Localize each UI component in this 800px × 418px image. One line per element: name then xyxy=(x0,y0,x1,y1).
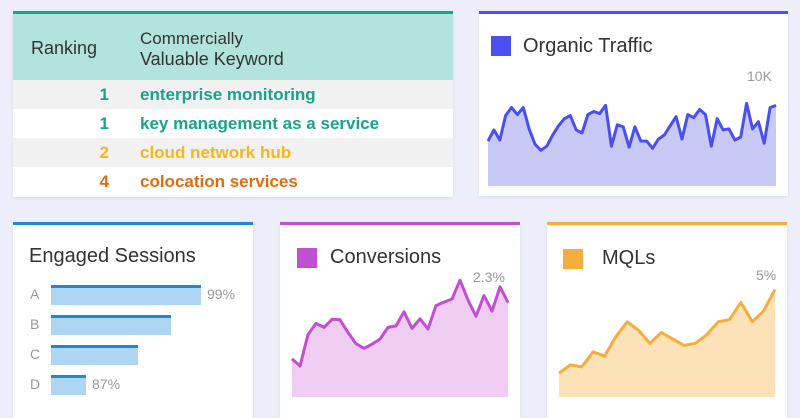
keyword-ranking-card: Ranking Commercially Valuable Keyword 1 e… xyxy=(13,11,453,197)
keyword-rank: 4 xyxy=(99,172,109,191)
organic-traffic-series-line xyxy=(486,101,777,152)
keyword-column-header: Commercially Valuable Keyword xyxy=(140,28,380,70)
organic-traffic-chart xyxy=(486,101,777,186)
conversions-series-area xyxy=(292,280,508,397)
mqls-series-line xyxy=(558,288,777,375)
mqls-card: MQLs 5% xyxy=(547,222,787,418)
bar-value-label: 99% xyxy=(207,286,236,302)
conversions-chart xyxy=(291,278,510,397)
bar-category-label: D xyxy=(30,376,41,392)
organic-traffic-series-area xyxy=(488,103,776,186)
mqls-chart xyxy=(558,288,777,397)
session-bar xyxy=(51,345,138,365)
table-row: 1 key management as a service xyxy=(13,109,453,138)
conversions-series-line xyxy=(291,278,510,368)
keyword-text: cloud network hub xyxy=(140,143,292,162)
keyword-rank: 1 xyxy=(99,85,109,104)
engaged-sessions-card: Engaged Sessions A 99% B C D 87% xyxy=(13,222,253,418)
keyword-rank: 1 xyxy=(99,114,109,133)
table-row: 4 colocation services xyxy=(13,167,453,196)
organic-traffic-title: Organic Traffic xyxy=(523,35,653,57)
session-bar xyxy=(51,285,201,305)
bar-category-label: A xyxy=(30,286,40,302)
engaged-sessions-title: Engaged Sessions xyxy=(29,245,196,267)
table-row: 2 cloud network hub xyxy=(13,138,453,167)
session-bar xyxy=(51,315,171,335)
bar-value-label: 87% xyxy=(92,376,121,392)
conversions-peak-label: 2.3% xyxy=(473,269,505,285)
mqls-series-area xyxy=(559,289,775,397)
ranking-column-header: Ranking xyxy=(31,38,98,58)
conversions-title: Conversions xyxy=(330,246,442,268)
bar-category-label: C xyxy=(30,346,41,362)
keyword-rank: 2 xyxy=(99,143,109,162)
keyword-header-line1: Commercially xyxy=(140,29,243,48)
keyword-table-header: Ranking Commercially Valuable Keyword xyxy=(13,14,453,80)
square-legend-icon xyxy=(297,248,317,268)
keyword-text: enterprise monitoring xyxy=(140,85,316,104)
organic-traffic-card: Organic Traffic 10K xyxy=(479,11,788,196)
square-legend-icon xyxy=(563,249,583,269)
keyword-text: key management as a service xyxy=(140,114,380,133)
conversions-card: Conversions 2.3% xyxy=(280,222,520,418)
bar-category-label: B xyxy=(30,316,40,332)
mqls-title: MQLs xyxy=(602,247,656,269)
keyword-text: colocation services xyxy=(140,172,298,191)
keyword-header-line2: Valuable Keyword xyxy=(140,49,284,69)
session-bar xyxy=(51,375,86,395)
square-legend-icon xyxy=(491,36,511,56)
table-row: 1 enterprise monitoring xyxy=(13,80,453,109)
mqls-peak-label: 5% xyxy=(756,267,777,283)
organic-peak-label: 10K xyxy=(747,68,772,84)
